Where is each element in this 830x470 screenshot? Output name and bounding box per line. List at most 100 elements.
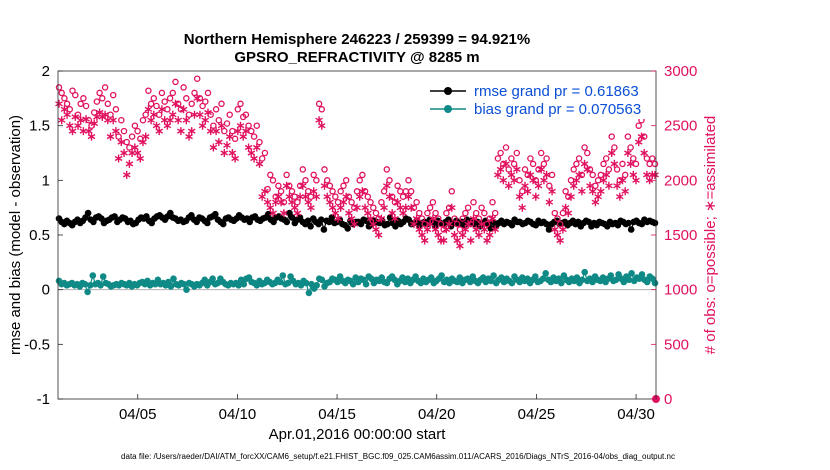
obs-possible-point	[202, 98, 209, 105]
rmse-data-point	[627, 226, 635, 233]
obs-possible-point	[505, 166, 512, 173]
obs-possible-point	[55, 84, 63, 91]
bias-data-point	[456, 274, 464, 281]
obs-possible-point	[635, 122, 642, 129]
obs-assimilated-point	[448, 203, 456, 212]
bias-data-point	[643, 278, 651, 286]
obs-possible-point	[139, 116, 147, 124]
obs-possible-point	[551, 209, 559, 217]
obs-assimilated-point	[412, 214, 421, 223]
obs-assimilated-point	[388, 209, 397, 218]
obs-possible-point	[123, 138, 130, 146]
obs-possible-point	[421, 220, 428, 228]
obs-possible-point	[269, 177, 277, 184]
obs-assimilated-point	[150, 110, 158, 119]
obs-assimilated-point	[247, 149, 256, 157]
obs-possible-point	[107, 111, 114, 118]
obs-possible-point	[234, 106, 242, 113]
obs-assimilated-point	[391, 214, 399, 223]
obs-assimilated-point	[328, 203, 337, 212]
legend-rmse-marker	[444, 87, 452, 95]
obs-assimilated-point	[491, 225, 499, 234]
bias-data-point	[305, 289, 313, 297]
bias-data-point	[284, 279, 292, 287]
obs-assimilated-point	[529, 176, 537, 185]
y-right-tick-label: 1500	[664, 227, 697, 244]
obs-possible-point	[621, 171, 629, 179]
rmse-data-point	[384, 220, 391, 228]
obs-possible-point	[304, 188, 312, 195]
obs-assimilated-point	[458, 231, 467, 239]
bias-data-point	[638, 271, 646, 278]
obs-assimilated-point	[269, 209, 277, 218]
obs-possible-point	[161, 98, 168, 105]
obs-assimilated-point	[507, 170, 516, 179]
chart-title-line1: Northern Hemisphere 246223 / 259399 = 94…	[184, 31, 530, 48]
obs-assimilated-point	[626, 159, 635, 168]
obs-possible-point	[299, 166, 307, 173]
obs-assimilated-point	[496, 165, 505, 174]
obs-assimilated-point	[317, 121, 326, 130]
obs-assimilated-point	[537, 165, 546, 174]
obs-assimilated-point	[125, 159, 134, 168]
chart-title-line2: GPSRO_REFRACTIVITY @ 8285 m	[234, 49, 479, 66]
obs-possible-point	[378, 198, 385, 206]
bias-data-point	[539, 275, 547, 283]
obs-assimilated-point	[613, 181, 621, 190]
obs-assimilated-point	[361, 203, 369, 212]
obs-possible-point	[527, 155, 534, 162]
obs-assimilated-point	[315, 116, 323, 125]
obs-possible-point	[624, 133, 632, 140]
obs-possible-point	[104, 100, 112, 108]
obs-assimilated-point	[591, 198, 600, 207]
obs-possible-point	[61, 95, 68, 102]
obs-assimilated-point	[171, 99, 180, 108]
tick-layer: 21.510.50-0.5-13000250020001500100050000…	[24, 63, 697, 423]
bias-data-point	[607, 272, 615, 279]
obs-assimilated-point	[526, 170, 535, 179]
obs-possible-point	[318, 106, 326, 113]
rmse-data-point	[283, 218, 291, 226]
rmse-data-point	[317, 216, 325, 223]
obs-possible-point	[627, 144, 634, 151]
obs-possible-point	[229, 127, 236, 135]
obs-possible-point	[475, 215, 483, 222]
obs-assimilated-point	[179, 105, 188, 114]
obs-assimilated-point	[556, 236, 564, 245]
obs-assimilated-point	[439, 236, 448, 245]
bias-data-point	[438, 272, 445, 279]
obs-possible-point	[58, 89, 65, 97]
obs-possible-point	[294, 198, 301, 206]
obs-assimilated-point	[147, 116, 155, 125]
obs-possible-point	[359, 171, 366, 179]
y-axis-right-label: # of obs: o=possible; ∗=assimilated	[702, 116, 719, 355]
obs-assimilated-point	[155, 127, 164, 136]
obs-assimilated-point	[488, 214, 497, 223]
bias-data-point	[490, 272, 497, 279]
obs-assimilated-point	[464, 220, 472, 229]
obs-assimilated-point	[350, 220, 359, 229]
obs-assimilated-point	[133, 149, 142, 157]
obs-possible-point	[426, 204, 434, 211]
obs-possible-point	[267, 171, 274, 179]
obs-possible-point	[443, 209, 450, 217]
obs-assimilated-point	[307, 203, 315, 212]
obs-assimilated-point	[393, 198, 402, 207]
obs-possible-point	[589, 171, 596, 179]
series-obs-group	[55, 75, 659, 233]
obs-possible-point	[169, 89, 177, 97]
obs-possible-point	[510, 160, 518, 168]
obs-assimilated-point	[277, 198, 285, 207]
obs-assimilated-point	[372, 225, 380, 234]
obs-assimilated-point	[461, 225, 470, 234]
obs-assimilated-point	[258, 192, 266, 201]
obs-assimilated-point	[540, 176, 548, 185]
obs-assimilated-point	[599, 176, 608, 185]
obs-assimilated-point	[114, 154, 123, 163]
obs-possible-point	[448, 188, 456, 195]
obs-assimilated-point	[634, 138, 643, 147]
obs-possible-point	[600, 160, 607, 168]
obs-possible-point	[630, 155, 637, 162]
obs-assimilated-point	[217, 121, 226, 130]
obs-assimilated-point	[174, 116, 183, 125]
